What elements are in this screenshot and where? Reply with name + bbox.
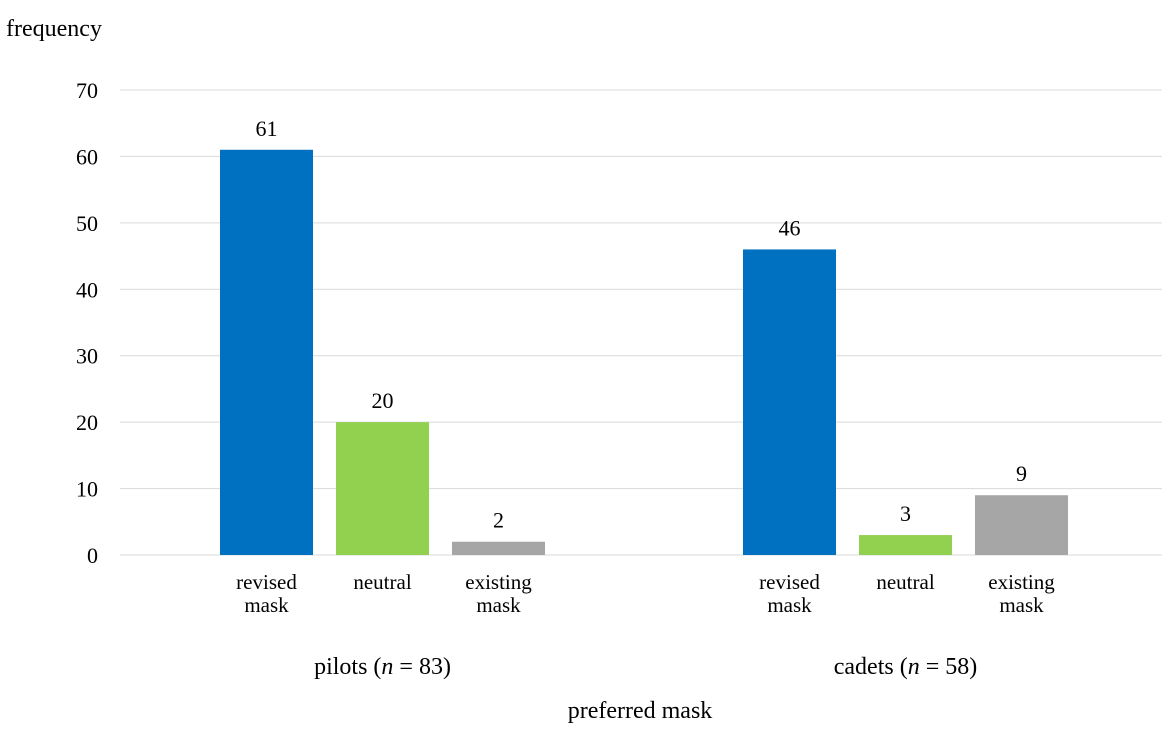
category-label: mask bbox=[999, 593, 1044, 617]
group-label-n: n bbox=[381, 654, 393, 680]
category-label: revised bbox=[759, 570, 820, 594]
y-tick-label: 0 bbox=[87, 543, 98, 568]
group-labels: pilots (n = 83) cadets (n = 58) bbox=[314, 654, 977, 680]
y-tick-label: 60 bbox=[76, 144, 98, 169]
bars bbox=[220, 149, 1068, 556]
category-label: neutral bbox=[876, 570, 934, 594]
bar bbox=[975, 495, 1068, 555]
y-tick-label: 20 bbox=[76, 410, 98, 435]
category-label: existing bbox=[465, 570, 532, 594]
category-label: mask bbox=[767, 593, 812, 617]
y-axis-ticks: 0 10 20 30 40 50 60 70 bbox=[76, 78, 98, 568]
category-label: neutral bbox=[353, 570, 411, 594]
group-label: cadets (n = 58) bbox=[834, 654, 978, 680]
bar bbox=[859, 535, 952, 555]
y-tick-label: 40 bbox=[76, 277, 98, 302]
group-label-n: n bbox=[908, 654, 920, 680]
data-label: 61 bbox=[256, 116, 278, 141]
y-tick-label: 70 bbox=[76, 78, 98, 103]
group-label-suffix: = 83) bbox=[393, 654, 451, 680]
bar bbox=[743, 249, 836, 555]
y-tick-label: 30 bbox=[76, 344, 98, 369]
category-label: mask bbox=[476, 593, 521, 617]
y-axis-title: frequency bbox=[6, 16, 102, 42]
x-axis-title: preferred mask bbox=[568, 698, 713, 724]
data-label: 20 bbox=[372, 388, 394, 413]
y-tick-label: 50 bbox=[76, 211, 98, 236]
bar bbox=[220, 149, 313, 556]
category-label: existing bbox=[988, 570, 1055, 594]
data-label: 2 bbox=[493, 508, 504, 533]
category-label: revised bbox=[236, 570, 297, 594]
group-label-prefix: pilots ( bbox=[314, 654, 381, 680]
bar bbox=[336, 422, 429, 555]
group-label-prefix: cadets ( bbox=[834, 654, 908, 680]
data-label: 3 bbox=[900, 501, 911, 526]
data-label: 46 bbox=[779, 215, 801, 240]
group-label-suffix: = 58) bbox=[920, 654, 978, 680]
group-label: pilots (n = 83) bbox=[314, 654, 451, 680]
data-label: 9 bbox=[1016, 461, 1027, 486]
category-label: mask bbox=[244, 593, 289, 617]
bar bbox=[452, 541, 545, 555]
y-tick-label: 10 bbox=[76, 477, 98, 502]
data-labels: 61 20 2 46 3 9 bbox=[256, 116, 1028, 533]
